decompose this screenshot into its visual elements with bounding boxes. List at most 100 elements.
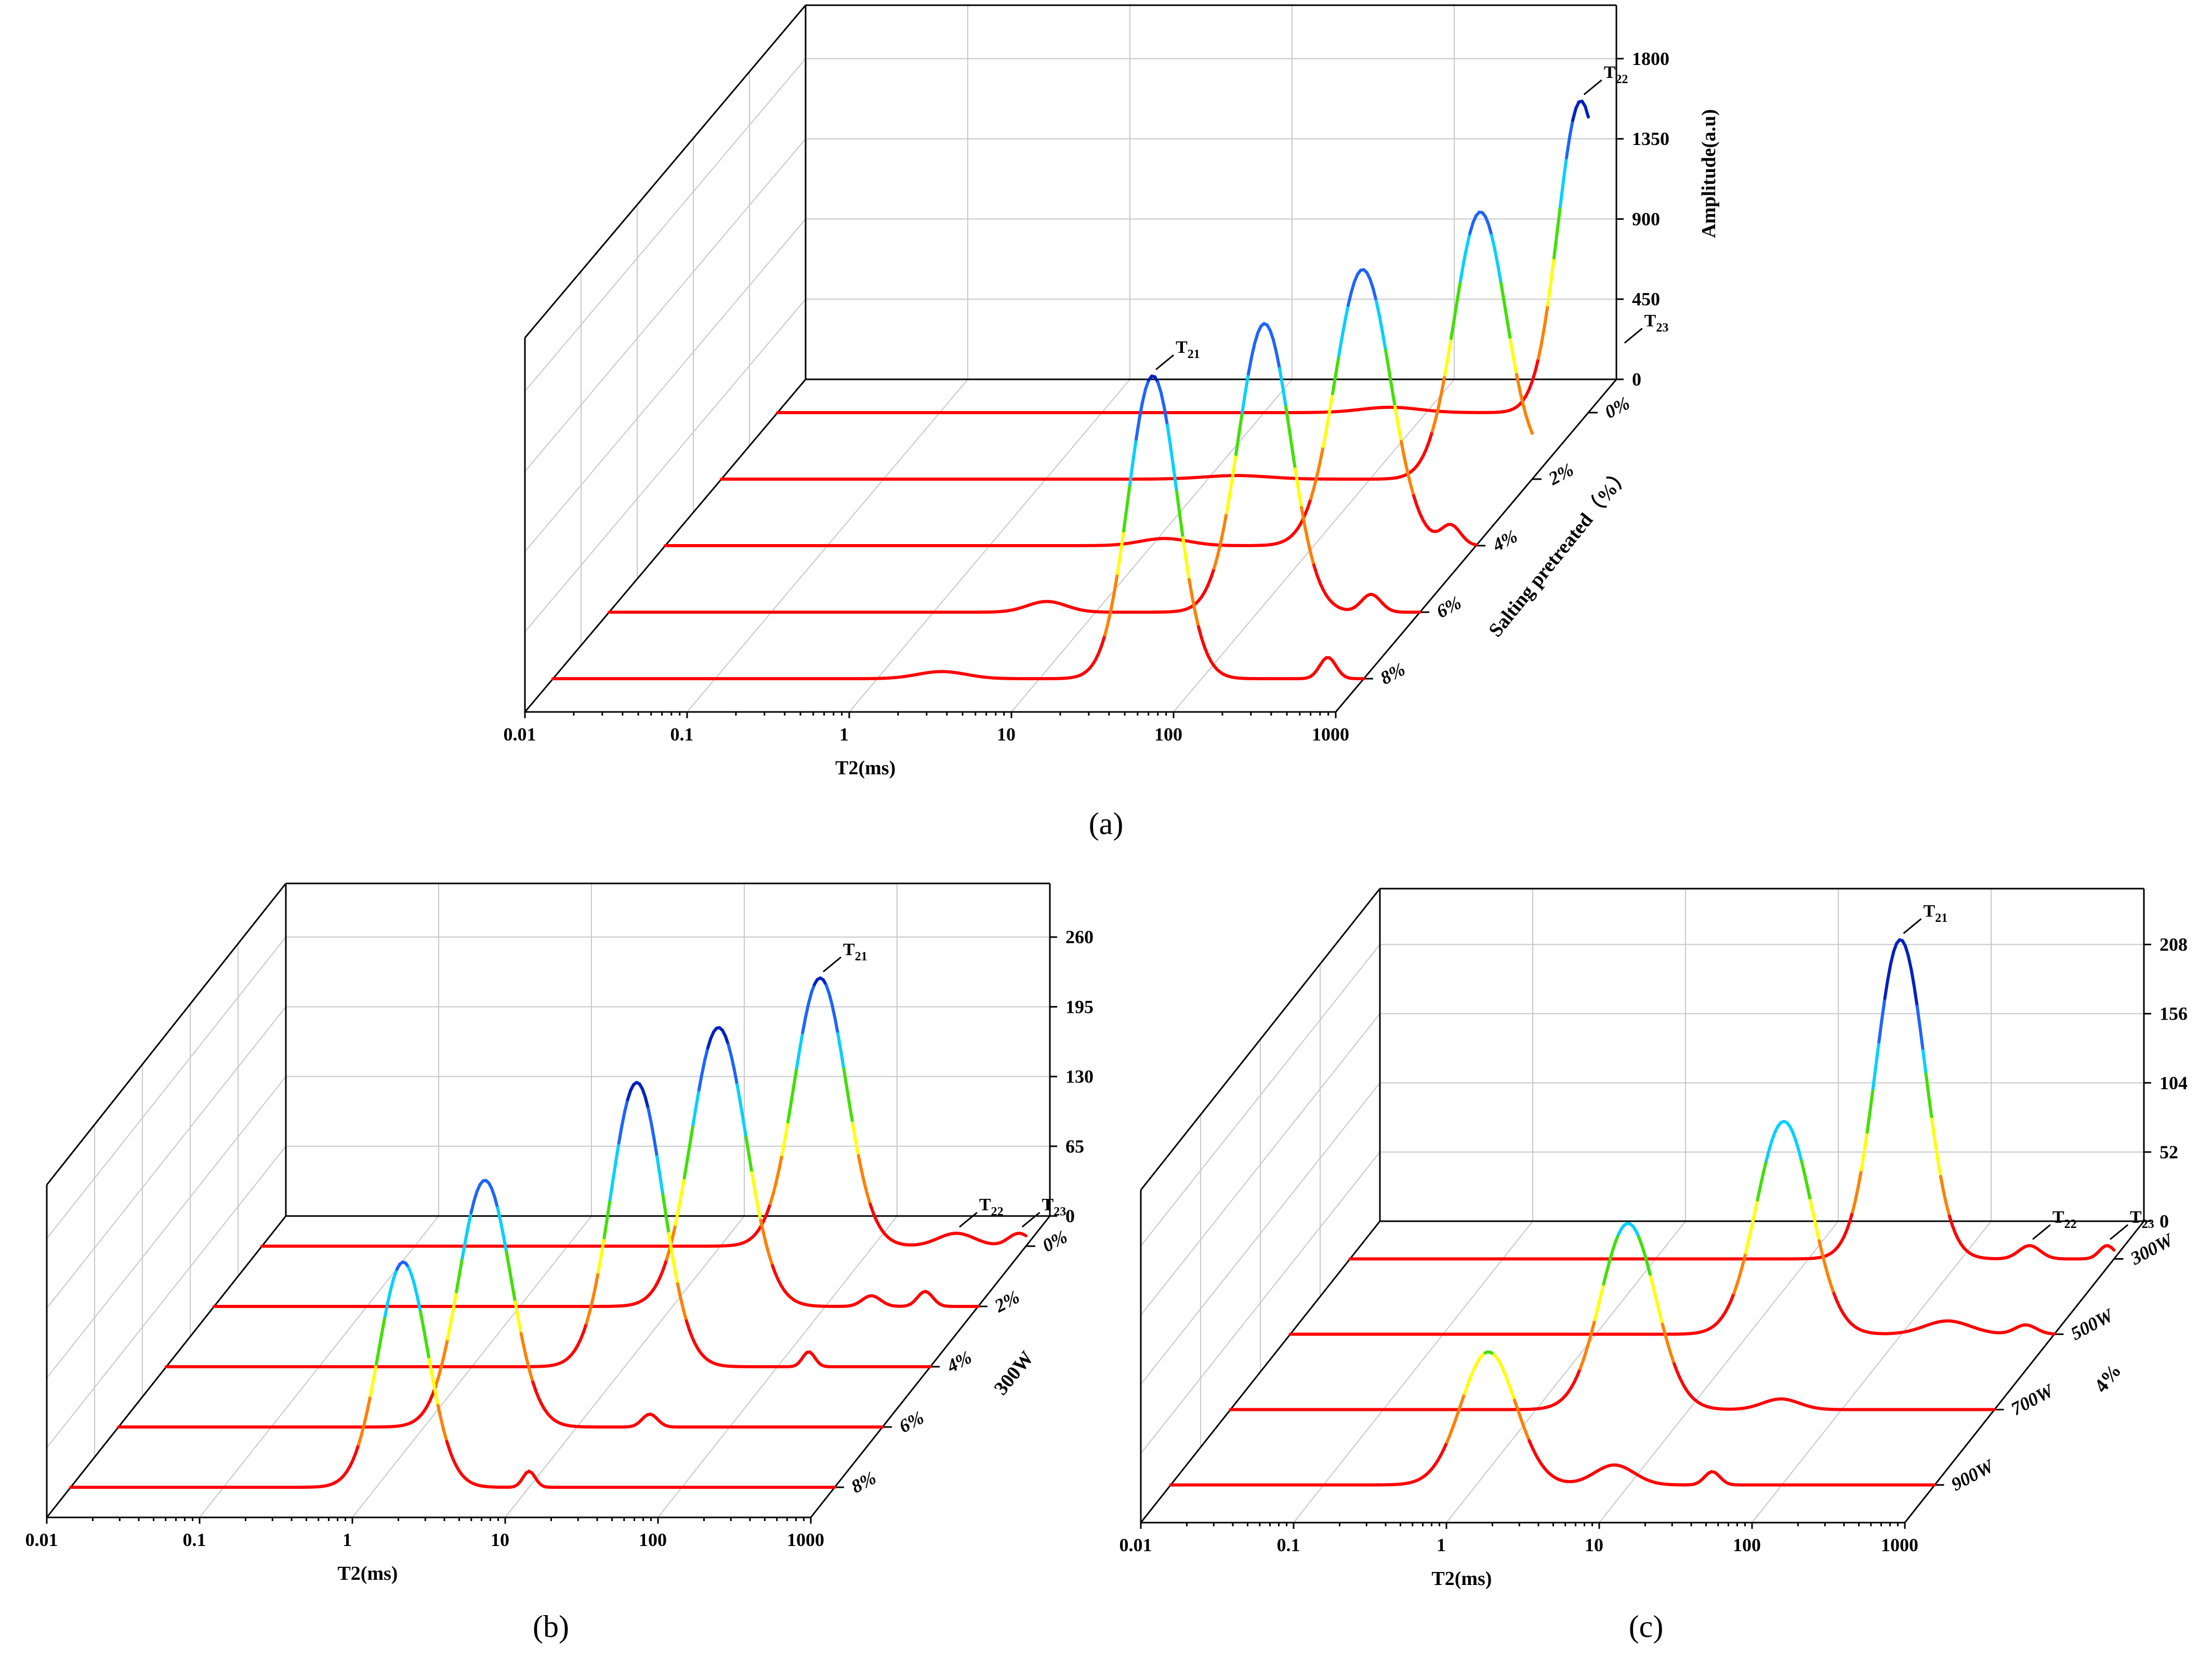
curve-segment — [1848, 1210, 1854, 1224]
curve-segment — [1219, 527, 1225, 546]
y-tick-label: 1350 — [1632, 128, 1669, 149]
curve-segment — [1384, 348, 1390, 371]
curve-segment — [1434, 405, 1440, 421]
curve-segment — [851, 1121, 858, 1142]
curve-segment — [1234, 432, 1241, 456]
curve-segment — [857, 1154, 863, 1172]
curve-segment — [783, 1120, 790, 1141]
chart-panel-b: 0 65 130 195 260 0.01 0.1 1 10 100 1000 T2(ms) 0% 2% 4… — [25, 882, 1094, 1644]
curve-segment — [1811, 1212, 1818, 1230]
curve-segment — [1372, 287, 1378, 303]
depth-tick-label: 4% — [943, 1346, 975, 1377]
curve-segment — [1608, 1249, 1614, 1263]
curve-segment — [677, 1193, 683, 1212]
curve-segment — [375, 1346, 381, 1366]
curve-segment — [703, 1046, 709, 1062]
curve-segment — [1820, 1251, 1827, 1267]
floor-grid — [1446, 1221, 1686, 1523]
curve-segment — [502, 1234, 508, 1253]
curve-segment — [1871, 1063, 1878, 1090]
curve-segment — [827, 992, 834, 1006]
y-tick-label: 52 — [2160, 1142, 2178, 1162]
curve-segment — [1107, 607, 1113, 625]
depth-tick-label: 2% — [1545, 459, 1577, 489]
curve-segment — [1744, 1239, 1750, 1254]
curve-segment — [1406, 470, 1412, 486]
curve-segment — [1933, 1138, 1940, 1161]
curve-segment — [771, 1180, 778, 1195]
curve-segment — [1552, 231, 1559, 260]
chart-panel-a: 0 450 900 1350 1800 Amplitude(a.u) 0.01 0.1 1 10 1… — [504, 4, 1720, 841]
curve-segment — [623, 1098, 629, 1114]
curve-segment — [1400, 440, 1406, 459]
curve-segment — [1599, 1282, 1605, 1298]
floor-grid — [1599, 1221, 1839, 1523]
curve-segment — [1506, 319, 1512, 341]
curve-segment — [1915, 1005, 1922, 1029]
curve-segment — [1605, 1259, 1611, 1274]
curve-segment — [682, 1159, 689, 1180]
curve-segment — [452, 1290, 458, 1310]
curve-segment — [1761, 1159, 1768, 1175]
curve-segment — [1468, 221, 1474, 235]
curve-segment — [1393, 405, 1400, 426]
curve-segment — [762, 1232, 768, 1248]
curve-segment — [1515, 373, 1521, 392]
y-tick-label: 195 — [1065, 996, 1094, 1017]
curve-segment — [1655, 1299, 1661, 1314]
depth-axis-title: 4% — [2090, 1360, 2126, 1397]
x-axis-title: T2(ms) — [337, 1563, 398, 1584]
curve-segment — [472, 1190, 479, 1202]
curve-segment — [1649, 1275, 1655, 1290]
curve-segment — [1584, 1340, 1591, 1354]
curve-segment — [1590, 1318, 1597, 1333]
curve-segment — [1275, 351, 1281, 371]
curve-segment — [1652, 1287, 1658, 1302]
curve-segment — [795, 1048, 801, 1069]
peak-label: T22 — [979, 1195, 1004, 1219]
curve-segment — [1602, 1271, 1609, 1286]
curve-segment — [386, 1287, 393, 1303]
curve-segment — [756, 1204, 762, 1222]
curve-segment — [1750, 1212, 1756, 1229]
curve-segment — [1113, 572, 1119, 594]
curve-segment — [801, 1015, 807, 1035]
series-4% — [664, 268, 1478, 547]
curve-segment — [469, 1199, 476, 1214]
curve-segment — [1768, 1138, 1774, 1152]
curve-segment — [1910, 968, 1916, 988]
curve-segment — [673, 1266, 679, 1286]
curve-segment — [1294, 467, 1300, 491]
y-tick-label: 104 — [2160, 1073, 2188, 1093]
curve-segment — [1431, 418, 1437, 433]
curve-segment — [1800, 1159, 1806, 1175]
curve-segment — [1368, 277, 1375, 290]
floor-grid — [1173, 379, 1455, 712]
side-wall-grid — [46, 1146, 286, 1448]
curve-segment — [522, 1346, 529, 1362]
curve-segment — [1222, 511, 1228, 531]
depth-tick-label: 300W — [2127, 1228, 2178, 1269]
curve-segment — [1125, 482, 1131, 510]
curve-segment — [1250, 342, 1256, 359]
curve-segment — [1459, 261, 1465, 283]
curve-segment — [507, 1266, 514, 1287]
curve-segment — [1868, 1086, 1875, 1113]
curve-segment — [1403, 455, 1409, 473]
floor-grid — [505, 1215, 745, 1518]
curve-segment — [1904, 944, 1910, 958]
curve-segment — [1499, 281, 1506, 303]
curve-segment — [442, 1429, 449, 1443]
curve-segment — [1213, 556, 1219, 570]
curve-segment — [700, 1058, 707, 1076]
curve-segment — [1584, 104, 1590, 119]
curve-segment — [1889, 950, 1895, 966]
curve-segment — [1237, 411, 1244, 435]
x-tick-label: 100 — [1733, 1535, 1761, 1555]
curve-segment — [854, 1138, 860, 1157]
side-wall-grid — [46, 1076, 286, 1379]
curve-segment — [1640, 1244, 1647, 1257]
curve-segment — [649, 1121, 656, 1141]
curve-segment — [372, 1363, 378, 1382]
side-wall-grid — [524, 138, 806, 472]
